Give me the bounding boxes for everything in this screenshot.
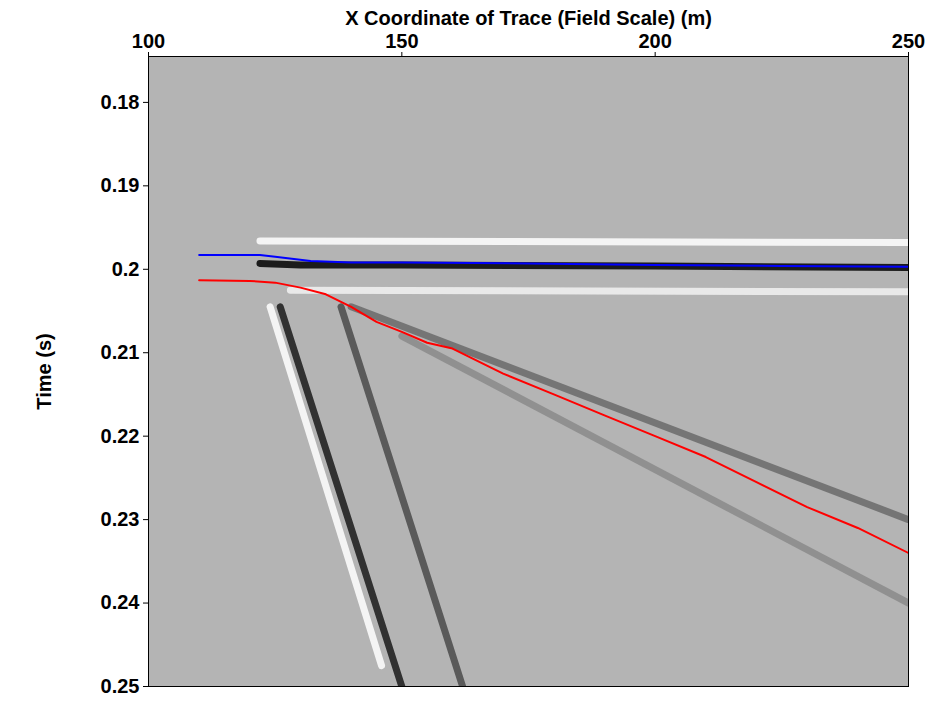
svg-text:0.2: 0.2 [112,258,140,280]
svg-text:100: 100 [132,30,165,52]
svg-text:Time (s): Time (s) [33,333,55,409]
svg-text:0.24: 0.24 [101,591,141,613]
svg-text:X Coordinate of Trace (Field S: X Coordinate of Trace (Field Scale) (m) [345,7,712,29]
svg-text:0.25: 0.25 [101,675,140,697]
svg-text:150: 150 [385,30,418,52]
svg-text:250: 250 [892,30,925,52]
svg-text:0.18: 0.18 [101,91,140,113]
svg-text:0.23: 0.23 [101,508,140,530]
svg-text:200: 200 [638,30,671,52]
svg-text:0.21: 0.21 [101,341,140,363]
svg-text:0.19: 0.19 [101,174,140,196]
svg-text:0.22: 0.22 [101,425,140,447]
